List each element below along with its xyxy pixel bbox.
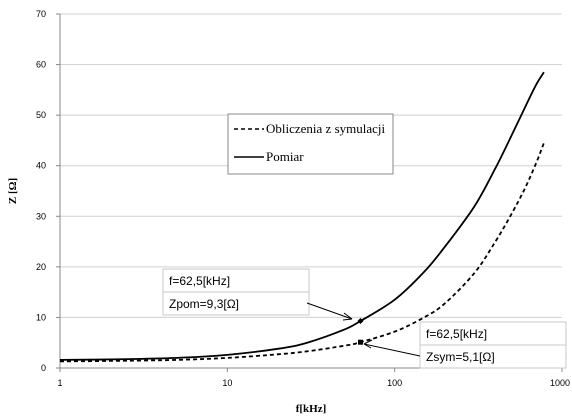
marked-point-simulation <box>358 339 364 345</box>
y-tick-label-4: 40 <box>36 161 46 171</box>
y-tick-label-7: 70 <box>36 9 46 19</box>
y-tick-labels: 0 10 20 30 40 50 60 70 <box>36 9 60 373</box>
y-tick-label-6: 60 <box>36 60 46 70</box>
series-line-simulation <box>59 142 545 363</box>
series-line-measurement <box>59 71 545 361</box>
annotation-text-f1: f=62,5[kHz] <box>169 274 230 288</box>
y-tick-label-0: 0 <box>41 363 46 373</box>
arrowhead-measurement <box>342 312 353 321</box>
series-lines <box>59 71 545 363</box>
annotation-measurement: f=62,5[kHz] Zpom=9,3[Ω] <box>162 268 353 321</box>
axes <box>59 14 562 369</box>
annotation-arrow-measurement <box>306 302 353 320</box>
annotation-text-zpom: Zpom=9,3[Ω] <box>169 297 239 311</box>
legend-box <box>227 113 394 175</box>
marked-point-measurement <box>357 317 364 324</box>
x-tick-labels: 1 10 100 1000 <box>57 368 570 388</box>
annotation-box-zsym <box>419 344 567 369</box>
y-tick-label-3: 30 <box>36 211 46 221</box>
y-tick-label-2: 20 <box>36 262 46 272</box>
legend-label-simulation: Obliczenia z symulacji <box>266 121 386 136</box>
annotation-arrow-simulation <box>363 343 421 357</box>
legend: Obliczenia z symulacji Pomiar <box>227 113 394 175</box>
x-tick-label-0: 1 <box>57 378 62 388</box>
y-axis-title: Z [Ω] <box>7 178 19 204</box>
marked-points <box>357 317 364 345</box>
x-tick-label-2: 100 <box>387 378 402 388</box>
x-tick-label-3: 1000 <box>550 378 570 388</box>
legend-label-measurement: Pomiar <box>266 149 304 164</box>
annotation-text-zsym: Zsym=5,1[Ω] <box>426 350 495 364</box>
x-tick-label-1: 10 <box>222 378 232 388</box>
y-tick-label-5: 50 <box>36 110 46 120</box>
annotation-simulation: f=62,5[kHz] Zsym=5,1[Ω] <box>363 321 567 369</box>
annotation-text-f2: f=62,5[kHz] <box>426 327 487 341</box>
y-tick-label-1: 10 <box>36 312 46 322</box>
arrowhead-simulation <box>363 339 373 349</box>
x-axis-title: f[kHz] <box>296 403 327 415</box>
